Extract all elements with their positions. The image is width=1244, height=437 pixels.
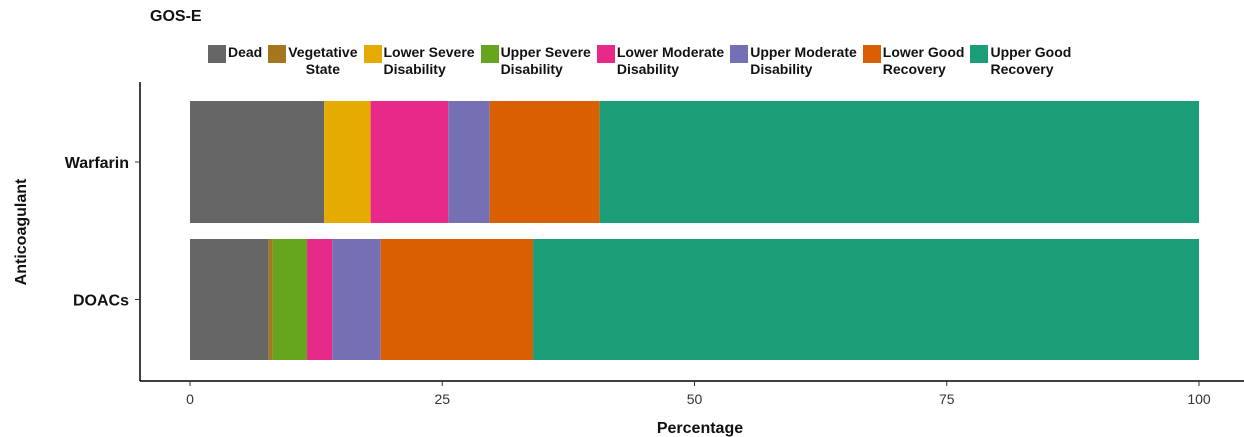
x-ticks-group: 0 25 50 75 100 [186, 381, 1211, 407]
bar-warfarin-lower-moderate-disability [370, 101, 449, 223]
bar-doacs-upper-moderate-disability [332, 239, 381, 360]
bar-doacs-lower-good-recovery [380, 239, 534, 360]
legend-label-dead: Dead [228, 44, 263, 60]
legend-label-upper-good-recovery: Upper Good Recovery [990, 44, 1072, 77]
bars-group [190, 101, 1199, 360]
bar-warfarin-lower-severe-disability [324, 101, 371, 223]
legend-label-upper-severe-disability: Upper Severe Disability [500, 44, 591, 77]
bar-doacs-lower-moderate-disability [307, 239, 333, 360]
y-categories-group: Warfarin DOACs [65, 155, 140, 310]
legend-label-lower-severe-disability: Lower Severe Disability [383, 44, 475, 77]
chart-title: GOS-E [150, 8, 202, 25]
bar-doacs-dead [190, 239, 269, 360]
legend-item-upper-moderate-disability: Upper Moderate Disability [730, 44, 857, 78]
bar-doacs-upper-good-recovery [533, 239, 1199, 360]
legend-label-lower-moderate-disability: Lower Moderate Disability [616, 44, 725, 77]
legend-label-vegetative-state: Vegetative State [288, 44, 358, 77]
x-tick-label-50: 50 [687, 391, 703, 407]
y-category-label-warfarin: Warfarin [65, 155, 129, 172]
bar-doacs-upper-severe-disability [272, 239, 308, 360]
bar-warfarin-lower-good-recovery [489, 101, 600, 223]
bar-doacs-vegetative-state [268, 239, 273, 360]
x-tick-label-0: 0 [186, 391, 194, 407]
legend-item-lower-good-recovery: Lower Good Recovery [862, 44, 965, 78]
legend-swatch-lower-moderate-disability [596, 45, 615, 63]
legend-item-lower-moderate-disability: Lower Moderate Disability [596, 44, 725, 78]
x-tick-label-100: 100 [1187, 391, 1211, 407]
bar-warfarin-upper-moderate-disability [448, 101, 490, 223]
legend-item-dead: Dead [208, 44, 262, 78]
legend-item-vegetative-state: Vegetative State [268, 44, 358, 78]
y-axis-title: Anticoagulant [13, 178, 30, 285]
legend-label-lower-good-recovery: Lower Good Recovery [882, 44, 965, 77]
legend-item-lower-severe-disability: Lower Severe Disability [363, 44, 475, 78]
x-axis-title: Percentage [657, 420, 743, 437]
legend-swatch-lower-severe-disability [363, 45, 382, 63]
legend-swatch-vegetative-state [268, 45, 287, 63]
bar-warfarin-dead [190, 101, 325, 223]
legend-label-upper-moderate-disability: Upper Moderate Disability [750, 44, 857, 77]
legend-swatch-dead [208, 45, 226, 63]
y-category-label-doacs: DOACs [73, 293, 129, 310]
legend-item-upper-severe-disability: Upper Severe Disability [480, 44, 591, 78]
x-tick-label-25: 25 [434, 391, 450, 407]
x-tick-label-75: 75 [939, 391, 955, 407]
bar-warfarin-upper-good-recovery [599, 101, 1199, 223]
legend: Dead Vegetative State Lower Severe Disabil… [208, 44, 1077, 78]
legend-item-upper-good-recovery: Upper Good Recovery [970, 44, 1071, 78]
legend-swatch-lower-good-recovery [862, 45, 881, 63]
legend-swatch-upper-good-recovery [970, 45, 989, 63]
legend-swatch-upper-severe-disability [480, 45, 499, 63]
legend-swatch-upper-moderate-disability [730, 45, 749, 63]
